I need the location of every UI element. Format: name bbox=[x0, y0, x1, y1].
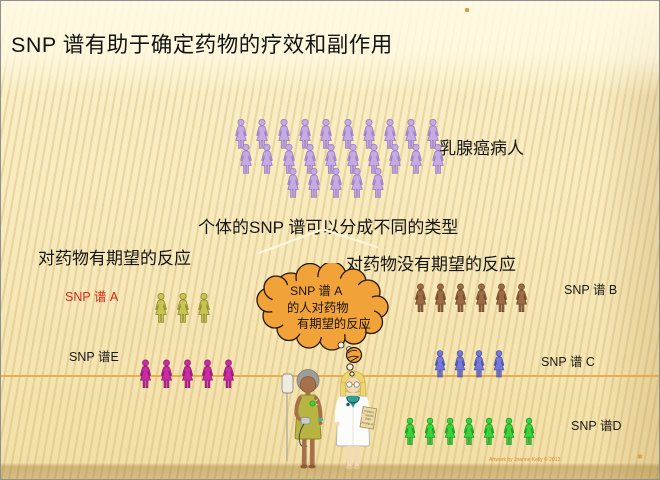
person-icon bbox=[431, 143, 444, 174]
person-icon bbox=[181, 359, 193, 389]
left-heading: 对药物有期望的反应 bbox=[38, 249, 191, 268]
group-label-A: SNP 谱 A bbox=[65, 290, 119, 304]
group-label-D: SNP 谱D bbox=[571, 419, 622, 433]
svg-text:Results:: Results: bbox=[363, 413, 375, 419]
decorative-star: ✱ bbox=[637, 454, 643, 461]
group-label-B: SNP 谱 B bbox=[564, 283, 618, 297]
person-icon bbox=[464, 417, 475, 445]
green-brooch-icon bbox=[309, 400, 316, 407]
person-icon bbox=[435, 283, 447, 313]
group-label-E: SNP 谱E bbox=[69, 350, 119, 364]
person-icon bbox=[410, 143, 423, 174]
bubble-line: SNP 谱 A bbox=[290, 284, 343, 298]
slide-title: SNP 谱有助于确定药物的疗效和副作用 bbox=[11, 33, 393, 57]
person-icon bbox=[223, 359, 235, 389]
person-icon bbox=[372, 167, 384, 198]
svg-text:Profile A: Profile A bbox=[361, 421, 374, 427]
person-icon bbox=[454, 350, 465, 378]
person-icon bbox=[473, 350, 485, 378]
patient-figure bbox=[294, 369, 323, 469]
person-icon bbox=[455, 283, 467, 313]
person-icon bbox=[516, 283, 527, 313]
doctor-and-patient-illustration: Patient Results: SNP Profile A bbox=[281, 369, 378, 470]
right-heading: 对药物没有期望的反应 bbox=[346, 255, 516, 274]
thought-bubble bbox=[256, 263, 389, 377]
person-icon bbox=[434, 350, 446, 378]
crowd-label: 乳腺癌病人 bbox=[439, 139, 524, 158]
doctor-figure: Patient Results: SNP Profile A bbox=[334, 370, 378, 470]
person-icon bbox=[495, 283, 507, 313]
person-icon bbox=[202, 359, 214, 389]
results-clipboard: Patient Results: SNP Profile A bbox=[359, 406, 378, 430]
person-icon bbox=[329, 167, 342, 198]
person-icon bbox=[308, 167, 321, 198]
person-icon bbox=[240, 143, 252, 174]
person-icon bbox=[351, 167, 363, 198]
bubble-line: 的人对药物 bbox=[287, 300, 349, 315]
tangled-ball-icon bbox=[345, 346, 363, 364]
person-icon bbox=[444, 417, 455, 445]
person-icon bbox=[483, 417, 495, 445]
glasses-icon bbox=[346, 381, 360, 388]
stethoscope-icon bbox=[346, 396, 360, 404]
svg-text:SNP: SNP bbox=[365, 417, 372, 422]
person-icon bbox=[523, 417, 534, 445]
artwork-attribution: Artwork by Joanne Kelly © 2012 bbox=[489, 457, 561, 463]
person-icon bbox=[140, 359, 151, 389]
thought-bubble-text: SNP 谱 A 的人对药物 有期望的反应 bbox=[287, 283, 371, 333]
horizontal-divider-line bbox=[1, 375, 659, 377]
bubble-tail-dot bbox=[349, 371, 355, 377]
bubble-tail-dot bbox=[346, 363, 354, 371]
person-icon bbox=[493, 350, 504, 378]
bubble-puff bbox=[337, 341, 345, 349]
svg-text:Patient: Patient bbox=[364, 409, 374, 414]
iv-drip-icon bbox=[281, 373, 294, 461]
person-icon bbox=[503, 417, 515, 445]
monitor-device-icon bbox=[300, 417, 311, 425]
person-icon bbox=[160, 359, 172, 389]
person-icon bbox=[287, 167, 299, 198]
branch-lines bbox=[257, 228, 379, 255]
subtitle: 个体的SNP 谱可以分成不同的类型 bbox=[198, 218, 459, 237]
person-icon bbox=[404, 417, 416, 445]
decorative-dot bbox=[465, 8, 469, 12]
person-icon bbox=[415, 283, 426, 313]
person-icon bbox=[424, 417, 435, 445]
person-icon bbox=[475, 283, 487, 313]
bubble-line: 有期望的反应 bbox=[297, 317, 371, 331]
person-icon bbox=[261, 143, 274, 174]
group-label-C: SNP 谱 C bbox=[541, 355, 595, 369]
